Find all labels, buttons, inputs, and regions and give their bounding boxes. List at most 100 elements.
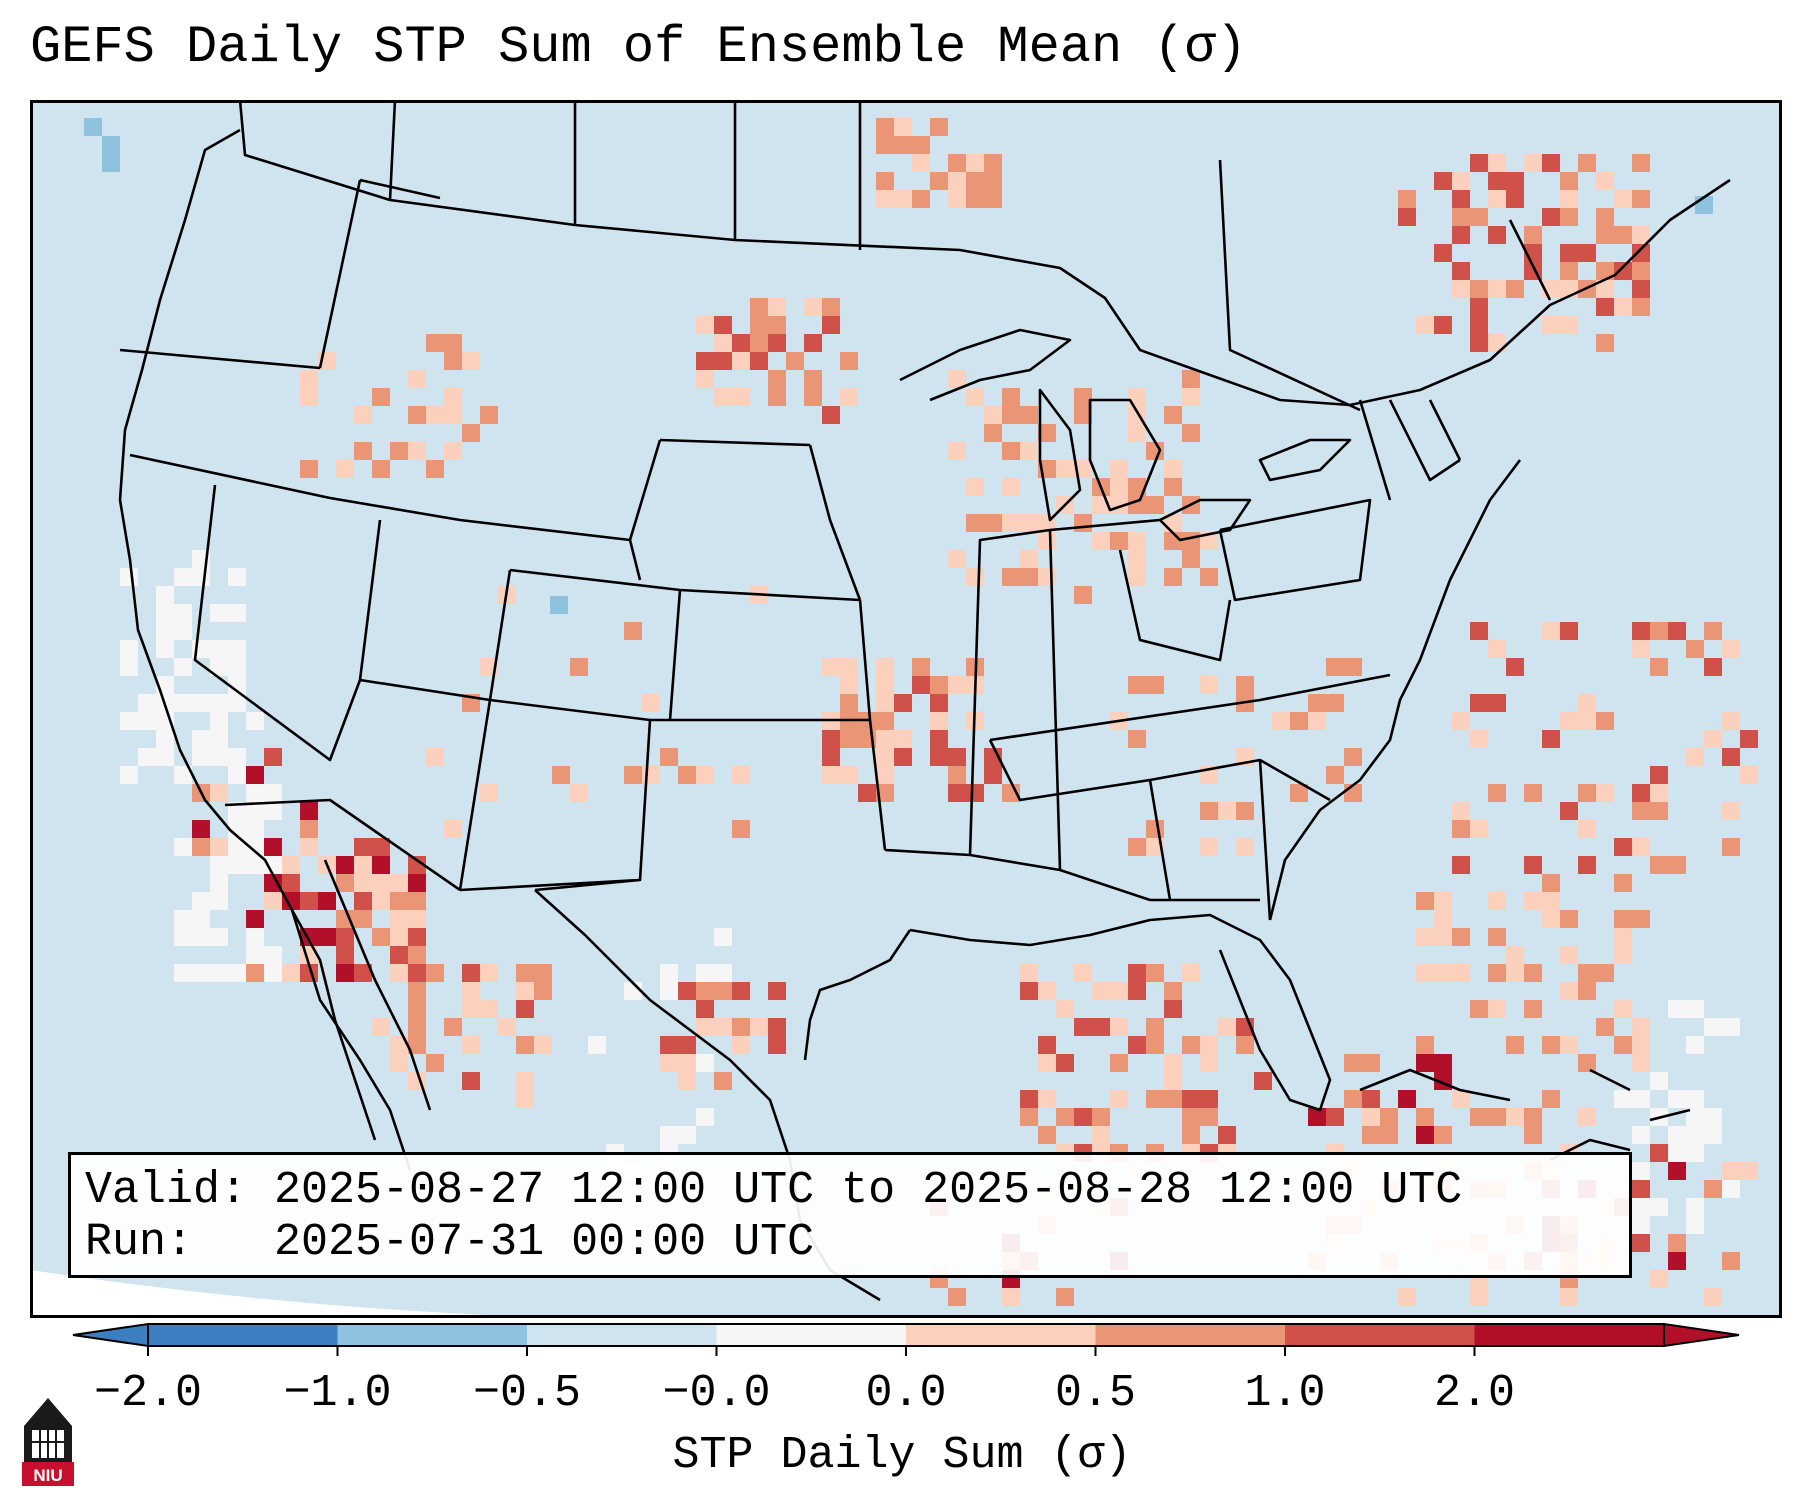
anomaly-cell — [768, 370, 786, 388]
anomaly-cell — [1452, 1090, 1470, 1108]
anomaly-cell — [1686, 1036, 1704, 1054]
anomaly-cell — [1092, 1108, 1110, 1126]
anomaly-cell — [660, 982, 678, 1000]
anomaly-cell — [984, 424, 1002, 442]
anomaly-cell — [462, 352, 480, 370]
anomaly-cell — [120, 640, 138, 658]
anomaly-cell — [264, 892, 282, 910]
colorbar-label: STP Daily Sum (σ) — [672, 1430, 1132, 1481]
anomaly-cell — [984, 766, 1002, 784]
anomaly-cell — [210, 874, 228, 892]
anomaly-cell — [228, 964, 246, 982]
anomaly-cell — [1722, 802, 1740, 820]
anomaly-cell — [390, 1036, 408, 1054]
anomaly-cell — [228, 694, 246, 712]
anomaly-cell — [1434, 244, 1452, 262]
anomaly-cell — [1128, 982, 1146, 1000]
anomaly-cell — [408, 406, 426, 424]
anomaly-cell — [678, 1072, 696, 1090]
anomaly-cell — [714, 928, 732, 946]
anomaly-cell — [1128, 550, 1146, 568]
anomaly-cell — [1686, 1126, 1704, 1144]
anomaly-cell — [1074, 1108, 1092, 1126]
anomaly-cell — [840, 766, 858, 784]
anomaly-cell — [1416, 316, 1434, 334]
anomaly-cell — [984, 172, 1002, 190]
anomaly-cell — [1632, 298, 1650, 316]
anomaly-cell — [1146, 1036, 1164, 1054]
anomaly-cell — [246, 964, 264, 982]
anomaly-cell — [930, 118, 948, 136]
anomaly-cell — [1560, 1036, 1578, 1054]
anomaly-cell — [174, 568, 192, 586]
anomaly-cell — [1632, 1090, 1650, 1108]
anomaly-cell — [1650, 1198, 1668, 1216]
anomaly-cell — [1632, 226, 1650, 244]
anomaly-cell — [732, 1036, 750, 1054]
anomaly-cell — [1020, 1090, 1038, 1108]
anomaly-cell — [1488, 928, 1506, 946]
anomaly-cell — [1596, 784, 1614, 802]
stp-map[interactable] — [30, 100, 1782, 1318]
anomaly-cell — [192, 730, 210, 748]
anomaly-cell — [1038, 1090, 1056, 1108]
anomaly-cell — [408, 964, 426, 982]
anomaly-cell — [930, 172, 948, 190]
anomaly-cell — [120, 712, 138, 730]
anomaly-cell — [822, 730, 840, 748]
colorbar-tick-label: −1.0 — [283, 1368, 392, 1419]
anomaly-cell — [192, 910, 210, 928]
map-panel[interactable] — [30, 100, 1782, 1318]
anomaly-cell — [984, 514, 1002, 532]
anomaly-cell — [1326, 1108, 1344, 1126]
anomaly-cell — [174, 838, 192, 856]
anomaly-cell — [966, 154, 984, 172]
anomaly-cell — [1038, 532, 1056, 550]
anomaly-cell — [246, 712, 264, 730]
anomaly-cell — [1434, 1054, 1452, 1072]
anomaly-cell — [624, 766, 642, 784]
anomaly-cell — [1092, 1126, 1110, 1144]
anomaly-cell — [1632, 802, 1650, 820]
anomaly-cell — [480, 964, 498, 982]
anomaly-cell — [1056, 1000, 1074, 1018]
anomaly-cell — [1488, 154, 1506, 172]
anomaly-cell — [102, 136, 120, 154]
anomaly-cell — [516, 964, 534, 982]
anomaly-cell — [1560, 910, 1578, 928]
anomaly-cell — [1704, 1288, 1722, 1306]
anomaly-cell — [822, 766, 840, 784]
anomaly-cell — [840, 694, 858, 712]
anomaly-cell — [498, 1018, 516, 1036]
anomaly-cell — [120, 766, 138, 784]
anomaly-cell — [1038, 568, 1056, 586]
anomaly-cell — [174, 766, 192, 784]
anomaly-cell — [1686, 1108, 1704, 1126]
anomaly-cell — [1578, 1054, 1596, 1072]
anomaly-cell — [300, 892, 318, 910]
anomaly-cell — [264, 946, 282, 964]
anomaly-cell — [282, 856, 300, 874]
anomaly-cell — [426, 748, 444, 766]
anomaly-cell — [1164, 406, 1182, 424]
anomaly-cell — [372, 1018, 390, 1036]
anomaly-cell — [1722, 640, 1740, 658]
anomaly-cell — [1506, 946, 1524, 964]
anomaly-cell — [336, 856, 354, 874]
anomaly-cell — [228, 748, 246, 766]
anomaly-cell — [1056, 1288, 1074, 1306]
anomaly-cell — [1416, 1036, 1434, 1054]
anomaly-cell — [534, 964, 552, 982]
anomaly-cell — [768, 1018, 786, 1036]
anomaly-cell — [966, 388, 984, 406]
anomaly-cell — [1146, 496, 1164, 514]
anomaly-cell — [156, 586, 174, 604]
anomaly-cell — [894, 748, 912, 766]
anomaly-cell — [1074, 1018, 1092, 1036]
anomaly-cell — [120, 568, 138, 586]
anomaly-cell — [462, 982, 480, 1000]
anomaly-cell — [156, 748, 174, 766]
anomaly-cell — [750, 1018, 768, 1036]
anomaly-cell — [210, 640, 228, 658]
anomaly-cell — [174, 604, 192, 622]
